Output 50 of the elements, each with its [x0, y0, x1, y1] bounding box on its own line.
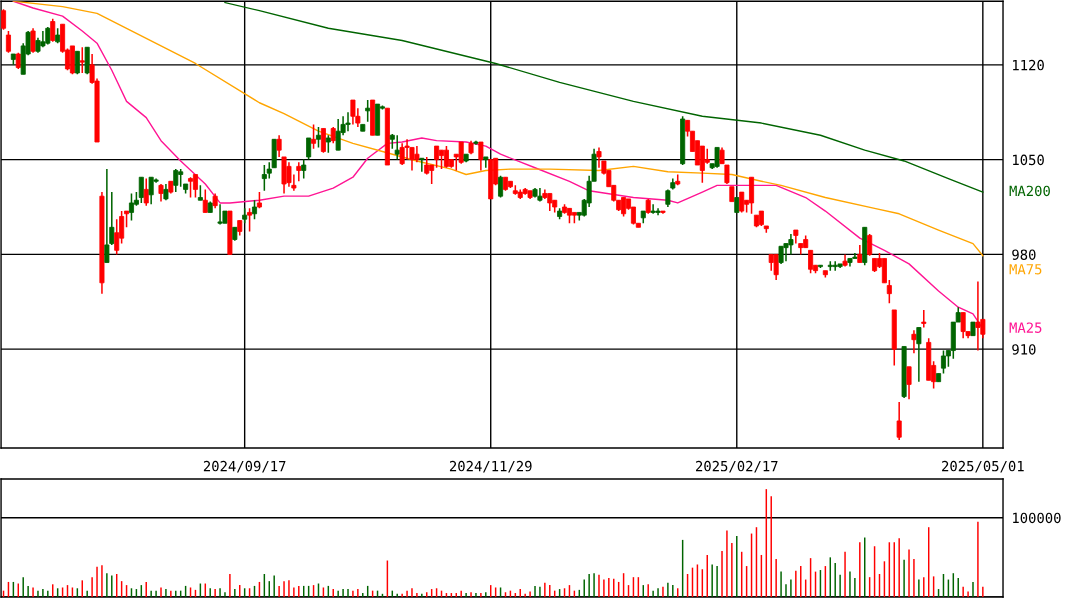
candlestick: [478, 141, 484, 172]
candlestick: [365, 99, 371, 123]
candlestick: [311, 123, 317, 150]
candlestick: [886, 279, 892, 304]
text: MA75: [1009, 264, 1042, 275]
candlestick: [867, 233, 873, 257]
candlestick: [434, 145, 440, 169]
x-tick-label: 2024/09/17: [203, 460, 286, 473]
candlestick: [192, 173, 198, 199]
candlestick: [419, 157, 425, 173]
candlestick: [906, 366, 912, 401]
x-tick-label: 2025/05/01: [942, 460, 1024, 473]
y-tick-label: 1050: [1013, 154, 1044, 166]
candlestick: [30, 27, 36, 54]
candlestick: [143, 177, 149, 207]
series-label: MA25: [1009, 322, 1042, 333]
candlestick: [394, 134, 400, 161]
x-tick-label: 2024/11/29: [449, 460, 532, 473]
candlestick: [296, 161, 302, 183]
candlestick: [808, 249, 814, 275]
series-label: MA200: [1009, 185, 1050, 197]
candlestick: [114, 218, 120, 256]
candlestick: [911, 329, 917, 355]
candlestick: [188, 176, 194, 199]
y-tick-label: 980: [1012, 249, 1036, 260]
candlestick: [483, 156, 489, 169]
y-tick-label: 1120: [1013, 59, 1044, 71]
candlestick: [301, 158, 307, 180]
candlestick: [650, 203, 656, 215]
candlestick: [916, 326, 922, 383]
candlestick: [217, 203, 223, 226]
candlestick: [960, 311, 966, 340]
candlestick: [320, 127, 326, 154]
line-series: [224, 1, 984, 193]
candlestick: [251, 199, 258, 220]
y-tick-label: 910: [1012, 344, 1036, 355]
candlestick: [247, 207, 253, 233]
candlestick: [315, 126, 321, 149]
candlestick: [921, 309, 927, 329]
candlestick: [79, 46, 85, 74]
y-tick-label: 100000: [1013, 512, 1061, 524]
candlestick: [50, 18, 56, 43]
candlestick: [498, 175, 504, 199]
candlestick: [306, 137, 312, 161]
candlestick: [173, 168, 179, 193]
candlestick: [896, 401, 902, 441]
candlestick: [5, 30, 11, 54]
candlestick: [261, 164, 267, 192]
candlestick: [138, 176, 144, 204]
x-tick-label: 2025/02/17: [696, 460, 778, 473]
